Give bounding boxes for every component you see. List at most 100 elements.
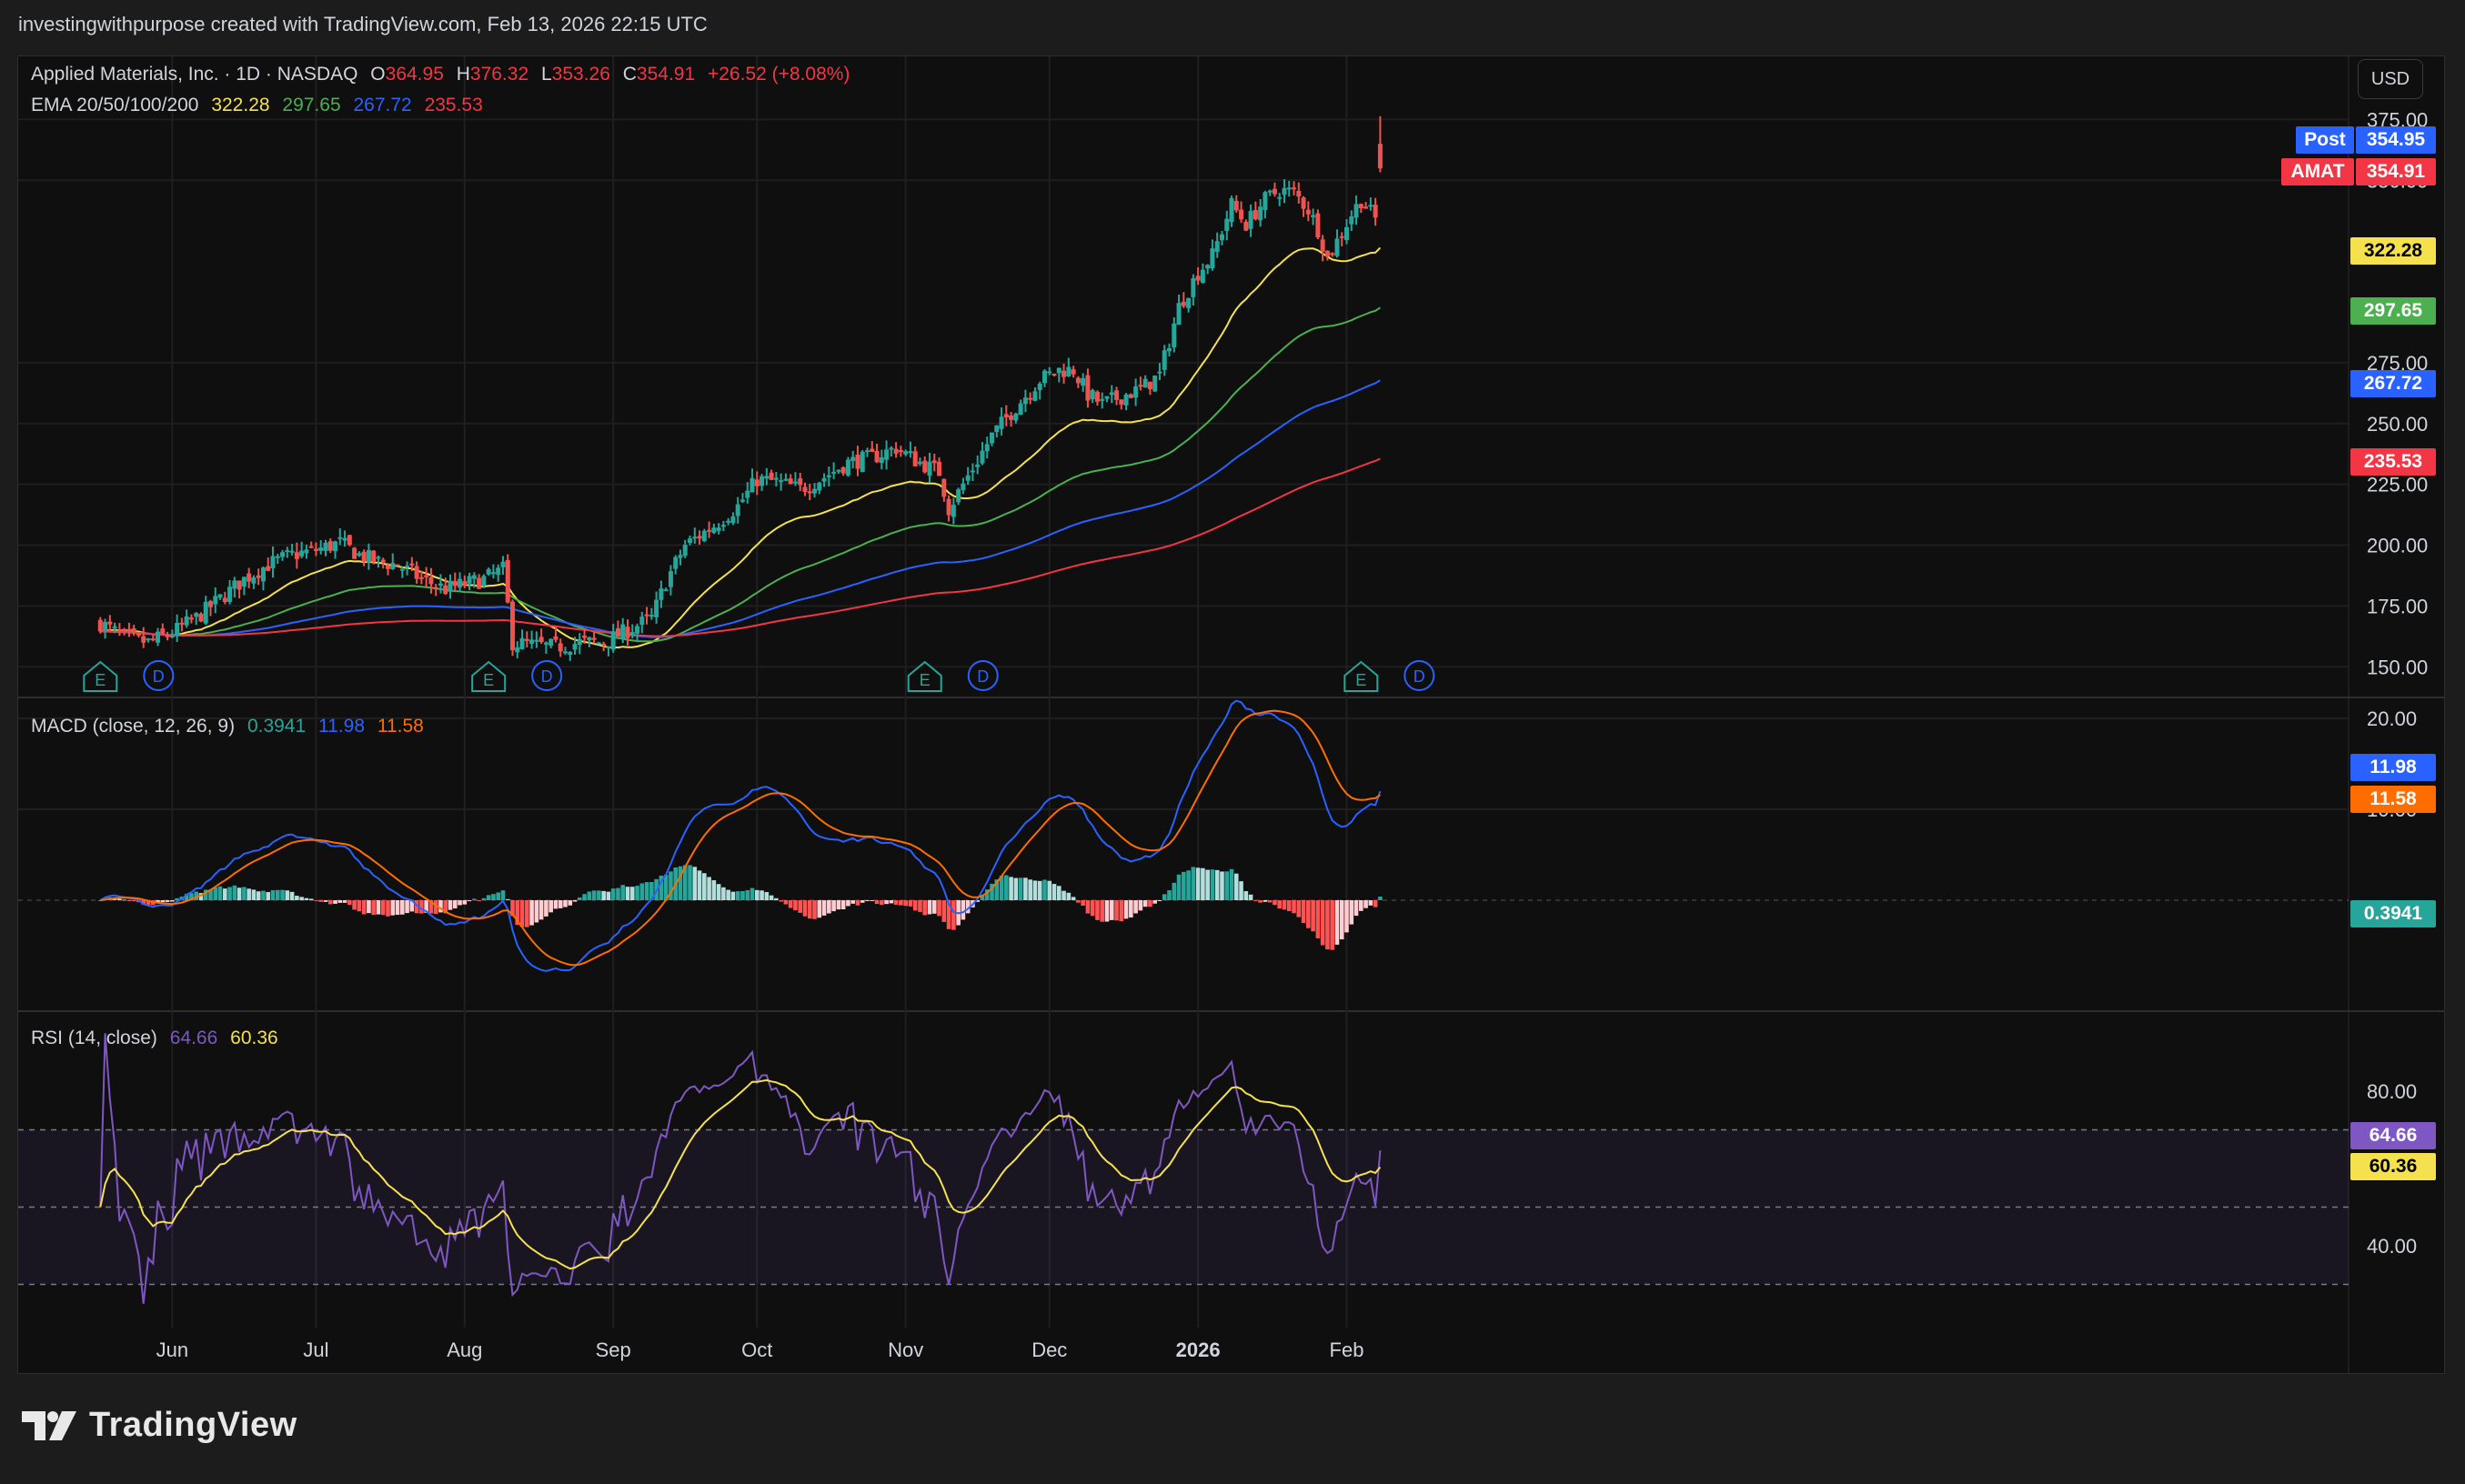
candle-up[interactable]	[682, 545, 688, 556]
candle-up[interactable]	[1013, 413, 1019, 421]
earnings-dividend-markers[interactable]	[1343, 660, 1379, 692]
candle-up[interactable]	[405, 566, 410, 568]
earnings-dividend-markers[interactable]	[907, 660, 942, 692]
candle-up[interactable]	[357, 553, 362, 556]
candle-down[interactable]	[1324, 250, 1330, 257]
candle-up[interactable]	[213, 596, 218, 605]
candle-up[interactable]	[1142, 378, 1148, 388]
candle-up[interactable]	[572, 644, 578, 650]
candle-up[interactable]	[716, 527, 721, 531]
candle-down[interactable]	[208, 601, 214, 607]
candle-down[interactable]	[1296, 190, 1302, 197]
candle-down[interactable]	[1114, 390, 1120, 400]
candle-down[interactable]	[188, 617, 194, 620]
earnings-dividend-markers[interactable]	[471, 660, 507, 692]
candle-up[interactable]	[951, 505, 956, 517]
candle-down[interactable]	[1138, 385, 1143, 387]
candle-down[interactable]	[553, 636, 558, 640]
candle-up[interactable]	[543, 642, 548, 645]
candle-up[interactable]	[821, 477, 827, 482]
candle-up[interactable]	[1176, 303, 1182, 326]
candle-up[interactable]	[241, 577, 246, 587]
candle-up[interactable]	[845, 459, 850, 476]
candle-down[interactable]	[236, 580, 242, 590]
candle-up[interactable]	[668, 571, 673, 587]
candle-up[interactable]	[1090, 390, 1095, 400]
candle-down[interactable]	[1147, 381, 1152, 390]
candle-up[interactable]	[1081, 377, 1086, 386]
candle-down[interactable]	[294, 552, 299, 559]
dividend-marker-icon[interactable]	[143, 660, 175, 691]
candle-up[interactable]	[548, 638, 554, 647]
candle-up[interactable]	[994, 425, 1000, 433]
candle-up[interactable]	[860, 451, 865, 472]
candle-down[interactable]	[352, 547, 357, 559]
candle-up[interactable]	[285, 550, 290, 553]
candle-up[interactable]	[1282, 187, 1287, 196]
earnings-dividend-markers[interactable]	[83, 660, 118, 692]
candle-up[interactable]	[1258, 206, 1263, 221]
candle-down[interactable]	[798, 478, 803, 486]
candle-up[interactable]	[1056, 367, 1061, 374]
candle-up[interactable]	[1368, 205, 1373, 207]
candle-up[interactable]	[1311, 215, 1316, 217]
candle-up[interactable]	[764, 476, 770, 479]
candle-up[interactable]	[1263, 192, 1268, 210]
candle-down[interactable]	[505, 559, 510, 603]
candle-up[interactable]	[889, 447, 894, 450]
candle-down[interactable]	[222, 597, 227, 603]
candle-down[interactable]	[1272, 188, 1277, 195]
candle-down[interactable]	[754, 479, 760, 486]
candle-down[interactable]	[361, 551, 367, 562]
candle-up[interactable]	[970, 470, 975, 473]
candle-up[interactable]	[879, 456, 884, 464]
candle-up[interactable]	[606, 646, 611, 648]
candle-down[interactable]	[1243, 221, 1249, 231]
candle-up[interactable]	[1353, 204, 1359, 218]
candle-down[interactable]	[1195, 276, 1201, 281]
candle-up[interactable]	[1104, 396, 1110, 399]
candle-down[interactable]	[538, 637, 544, 642]
candle-up[interactable]	[773, 477, 779, 480]
candle-up[interactable]	[1109, 392, 1114, 396]
candle-down[interactable]	[150, 638, 156, 641]
dividend-marker-icon[interactable]	[531, 660, 563, 691]
candle-down[interactable]	[122, 628, 127, 631]
candle-up[interactable]	[471, 575, 477, 579]
candle-up[interactable]	[812, 488, 818, 494]
candle-down[interactable]	[802, 486, 808, 492]
candle-down[interactable]	[1315, 213, 1321, 238]
candle-down[interactable]	[1075, 377, 1081, 384]
candle-up[interactable]	[639, 617, 645, 626]
candle-down[interactable]	[941, 478, 947, 497]
candle-up[interactable]	[194, 613, 199, 617]
candle-down[interactable]	[1181, 301, 1186, 306]
candle-down[interactable]	[898, 449, 903, 452]
candle-down[interactable]	[116, 629, 122, 632]
candle-down[interactable]	[1028, 397, 1033, 400]
candle-down[interactable]	[788, 478, 793, 485]
candle-up[interactable]	[917, 461, 922, 465]
candle-down[interactable]	[922, 460, 928, 473]
tradingview-logo[interactable]: TradingView	[22, 1406, 297, 1445]
candle-down[interactable]	[443, 585, 448, 595]
candle-up[interactable]	[1224, 218, 1230, 231]
candle-up[interactable]	[711, 527, 717, 534]
candle-down[interactable]	[1233, 200, 1239, 211]
candle-up[interactable]	[1349, 216, 1354, 225]
candle-up[interactable]	[1286, 187, 1292, 190]
candle-up[interactable]	[562, 651, 568, 654]
candle-down[interactable]	[395, 564, 400, 567]
earnings-marker-icon[interactable]	[83, 660, 118, 692]
candle-up[interactable]	[1248, 210, 1253, 229]
candle-up[interactable]	[961, 483, 966, 490]
candle-up[interactable]	[1229, 197, 1234, 223]
candle-down[interactable]	[256, 575, 261, 578]
candle-up[interactable]	[1157, 371, 1162, 374]
candle-down[interactable]	[165, 635, 170, 637]
candle-up[interactable]	[635, 626, 640, 634]
candle-up[interactable]	[289, 550, 295, 553]
candle-up[interactable]	[333, 541, 338, 552]
candle-up[interactable]	[399, 568, 405, 571]
